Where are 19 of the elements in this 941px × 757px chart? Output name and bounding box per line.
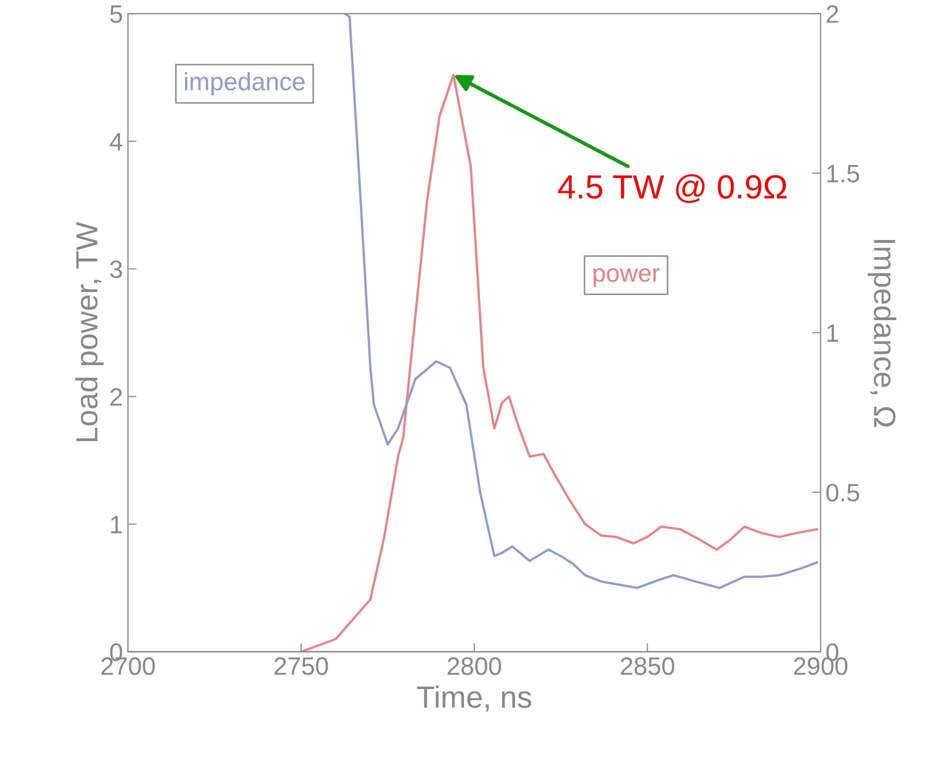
y-tick-label: 3 [110,260,122,278]
y-tick-label: 5 [110,5,122,23]
y2-tick-label: 2 [826,5,838,23]
line-series [344,14,818,590]
series-label: impedance [185,72,305,96]
x-axis-title: Time, ns [416,686,532,712]
y-tick-label: 4 [110,133,122,150]
x-tick-label: 2750 [274,657,328,675]
y2-tick-label: 1.5 [827,165,860,182]
y2-axis-title: Impedance, Ω [868,240,896,427]
y-tick-label: 1 [111,516,122,534]
y2-tick-label: 1 [827,324,838,342]
annotation: 4.5 TW @ 0.9Ω [558,174,786,203]
text: power [594,268,660,287]
x-tick-label: 2850 [620,657,674,675]
y2-tick-label: 0.5 [826,484,860,502]
y-axis-title: Load power, TW [75,222,104,442]
y-tick-label: 2 [110,388,122,406]
x-tick-label: 2800 [448,657,502,675]
